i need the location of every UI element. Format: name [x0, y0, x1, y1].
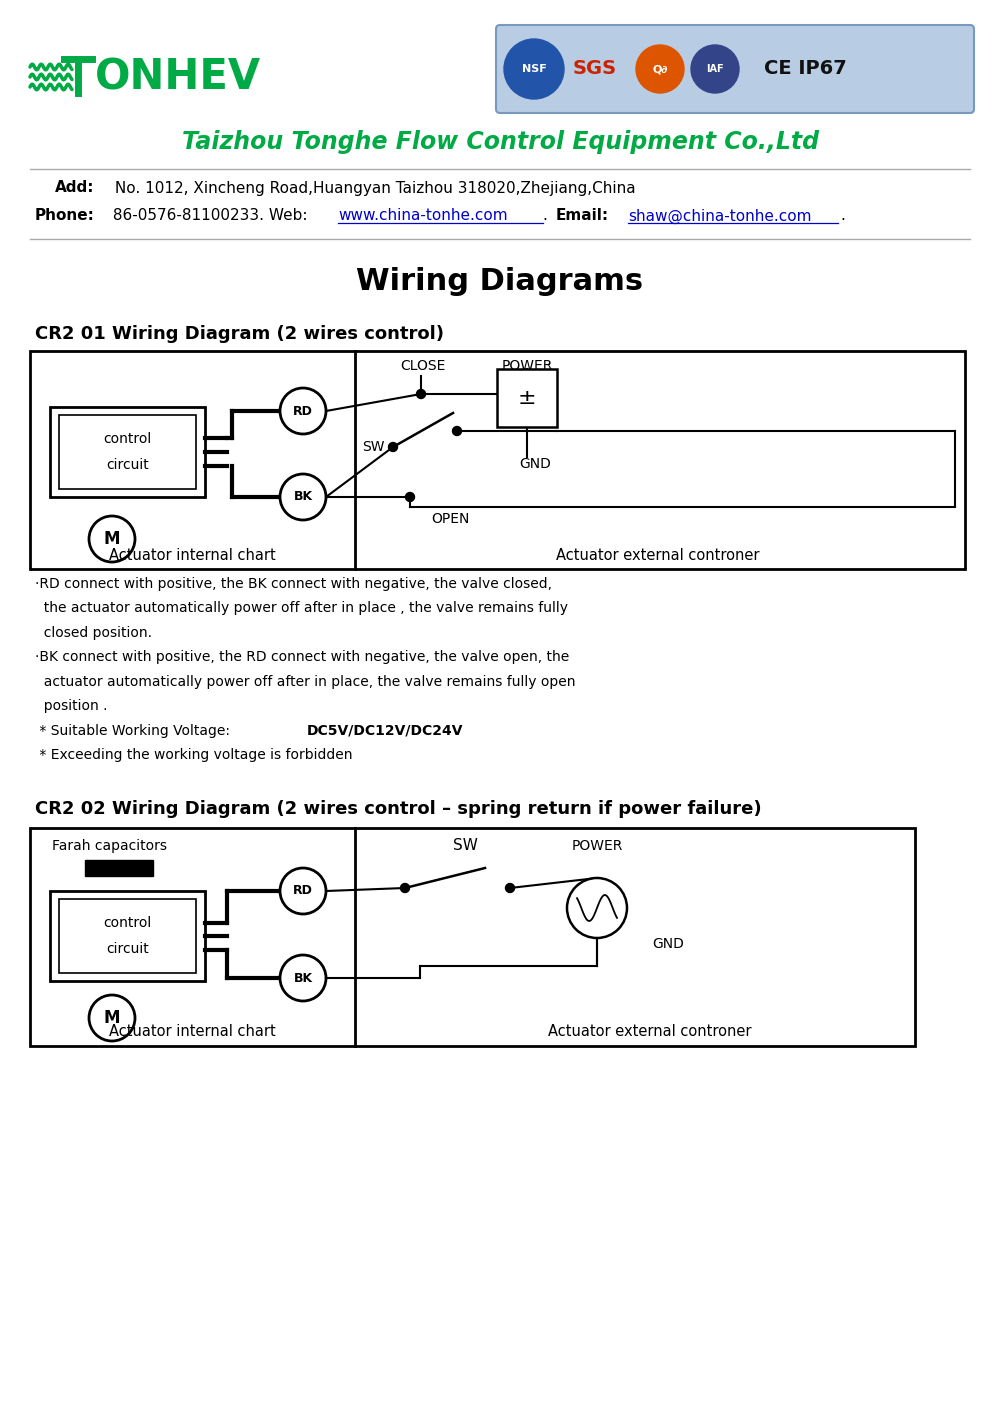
Text: BK: BK	[293, 491, 313, 503]
Text: Actuator external controner: Actuator external controner	[548, 1025, 752, 1039]
Text: position .: position .	[35, 700, 108, 714]
Circle shape	[280, 474, 326, 520]
Circle shape	[452, 427, 462, 436]
Text: CLOSE: CLOSE	[400, 359, 446, 373]
Text: IAF: IAF	[706, 64, 724, 74]
Text: closed position.: closed position.	[35, 626, 152, 641]
Circle shape	[636, 45, 684, 93]
Text: 86-0576-81100233. Web:: 86-0576-81100233. Web:	[108, 208, 312, 223]
FancyBboxPatch shape	[496, 25, 974, 113]
Circle shape	[280, 387, 326, 434]
Text: ·RD connect with positive, the BK connect with negative, the valve closed,: ·RD connect with positive, the BK connec…	[35, 577, 552, 591]
Bar	[59, 414, 196, 489]
Text: ±: ±	[518, 387, 536, 409]
Bar	[85, 860, 153, 877]
Circle shape	[280, 954, 326, 1001]
Text: control: control	[103, 916, 152, 930]
Bar	[30, 829, 915, 1046]
Bar	[50, 891, 205, 981]
Text: M: M	[104, 1010, 120, 1027]
Text: * Suitable Working Voltage:: * Suitable Working Voltage:	[35, 724, 234, 738]
Text: Farah capacitors: Farah capacitors	[52, 839, 167, 853]
Text: GND: GND	[652, 937, 684, 952]
Bar	[59, 899, 196, 973]
Text: NSF: NSF	[522, 64, 546, 74]
Text: Taizhou Tonghe Flow Control Equipment Co.,Ltd: Taizhou Tonghe Flow Control Equipment Co…	[182, 130, 818, 154]
Circle shape	[416, 389, 426, 399]
Text: POWER: POWER	[501, 359, 553, 373]
Circle shape	[505, 884, 514, 892]
Text: Add:: Add:	[55, 181, 94, 195]
Text: No. 1012, Xincheng Road,Huangyan Taizhou 318020,Zhejiang,China: No. 1012, Xincheng Road,Huangyan Taizhou…	[110, 181, 636, 195]
Text: control: control	[103, 433, 152, 445]
Text: circuit: circuit	[106, 458, 149, 472]
Circle shape	[89, 995, 135, 1041]
Text: .: .	[543, 208, 553, 223]
Text: Wiring Diagrams: Wiring Diagrams	[356, 267, 644, 297]
Bar	[497, 369, 557, 427]
Text: actuator automatically power off after in place, the valve remains fully open: actuator automatically power off after i…	[35, 674, 576, 689]
Text: CE IP67: CE IP67	[764, 59, 846, 79]
Text: Actuator external controner: Actuator external controner	[556, 547, 760, 563]
Text: shaw@china-tonhe.com: shaw@china-tonhe.com	[628, 208, 812, 223]
Text: SGS: SGS	[573, 59, 617, 79]
Bar	[50, 407, 205, 496]
Circle shape	[567, 878, 627, 937]
Circle shape	[691, 45, 739, 93]
Text: DC5V/DC12V/DC24V: DC5V/DC12V/DC24V	[307, 724, 464, 738]
Circle shape	[400, 884, 410, 892]
Text: the actuator automatically power off after in place , the valve remains fully: the actuator automatically power off aft…	[35, 601, 568, 615]
Text: Email:: Email:	[556, 208, 609, 223]
Text: RD: RD	[293, 404, 313, 417]
Text: OPEN: OPEN	[431, 512, 469, 526]
Circle shape	[388, 443, 398, 451]
Circle shape	[280, 868, 326, 913]
Text: BK: BK	[293, 971, 313, 984]
Text: circuit: circuit	[106, 942, 149, 956]
Text: POWER: POWER	[571, 839, 623, 853]
Text: CR2 01 Wiring Diagram (2 wires control): CR2 01 Wiring Diagram (2 wires control)	[35, 325, 444, 344]
Text: M: M	[104, 530, 120, 549]
Text: GND: GND	[519, 457, 551, 471]
Circle shape	[504, 40, 564, 99]
Text: ONHEV: ONHEV	[95, 57, 261, 98]
Bar	[30, 351, 965, 568]
Text: www.china-tonhe.com: www.china-tonhe.com	[338, 208, 508, 223]
Text: SW: SW	[453, 839, 477, 854]
Text: ·BK connect with positive, the RD connect with negative, the valve open, the: ·BK connect with positive, the RD connec…	[35, 650, 569, 665]
Text: RD: RD	[293, 885, 313, 898]
Text: Q∂: Q∂	[652, 64, 668, 74]
Text: SW: SW	[362, 440, 385, 454]
Text: * Exceeding the working voltage is forbidden: * Exceeding the working voltage is forbi…	[35, 748, 352, 762]
Circle shape	[406, 492, 414, 502]
Text: .: .	[840, 208, 845, 223]
Text: Actuator internal chart: Actuator internal chart	[109, 547, 275, 563]
Circle shape	[89, 516, 135, 561]
Text: CR2 02 Wiring Diagram (2 wires control – spring return if power failure): CR2 02 Wiring Diagram (2 wires control –…	[35, 800, 762, 819]
Text: Phone:: Phone:	[35, 208, 95, 223]
Text: Actuator internal chart: Actuator internal chart	[109, 1025, 275, 1039]
